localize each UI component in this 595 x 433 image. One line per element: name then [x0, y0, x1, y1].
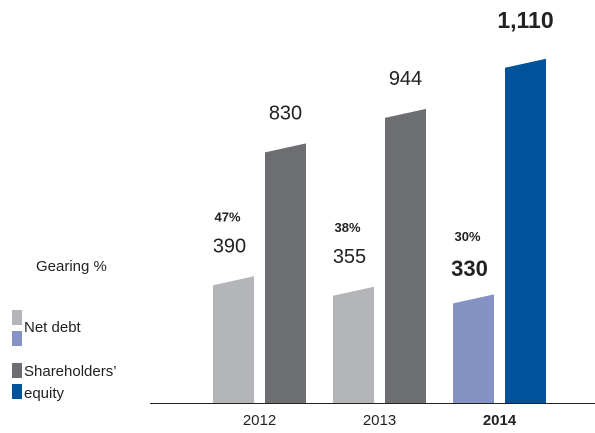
gearing-label: 38% — [334, 220, 360, 235]
value-label: 830 — [269, 103, 302, 125]
value-label: 330 — [451, 256, 488, 281]
x-tick-label: 2013 — [363, 412, 396, 429]
x-tick-label: 2012 — [243, 412, 276, 429]
legend-swatch — [12, 384, 22, 399]
legend-label: Shareholders’ equity — [24, 363, 116, 402]
bar — [213, 276, 254, 403]
gearing-label: 47% — [214, 210, 240, 225]
bar — [265, 143, 306, 403]
x-tick-label: 2014 — [483, 412, 517, 429]
bar — [505, 58, 546, 403]
gearing-label: 30% — [454, 229, 480, 244]
legend-label: Net debt — [24, 319, 81, 336]
legend-swatch — [12, 363, 22, 378]
gearing-legend: Gearing % — [36, 258, 107, 275]
value-label: 390 — [213, 236, 246, 258]
legend-swatch — [12, 331, 22, 346]
bar — [385, 108, 426, 404]
legend-swatch — [12, 310, 22, 325]
bar — [333, 286, 374, 403]
bar — [453, 294, 494, 403]
value-label: 1,110 — [497, 7, 553, 33]
value-label: 944 — [389, 68, 422, 90]
value-label: 355 — [333, 246, 366, 268]
